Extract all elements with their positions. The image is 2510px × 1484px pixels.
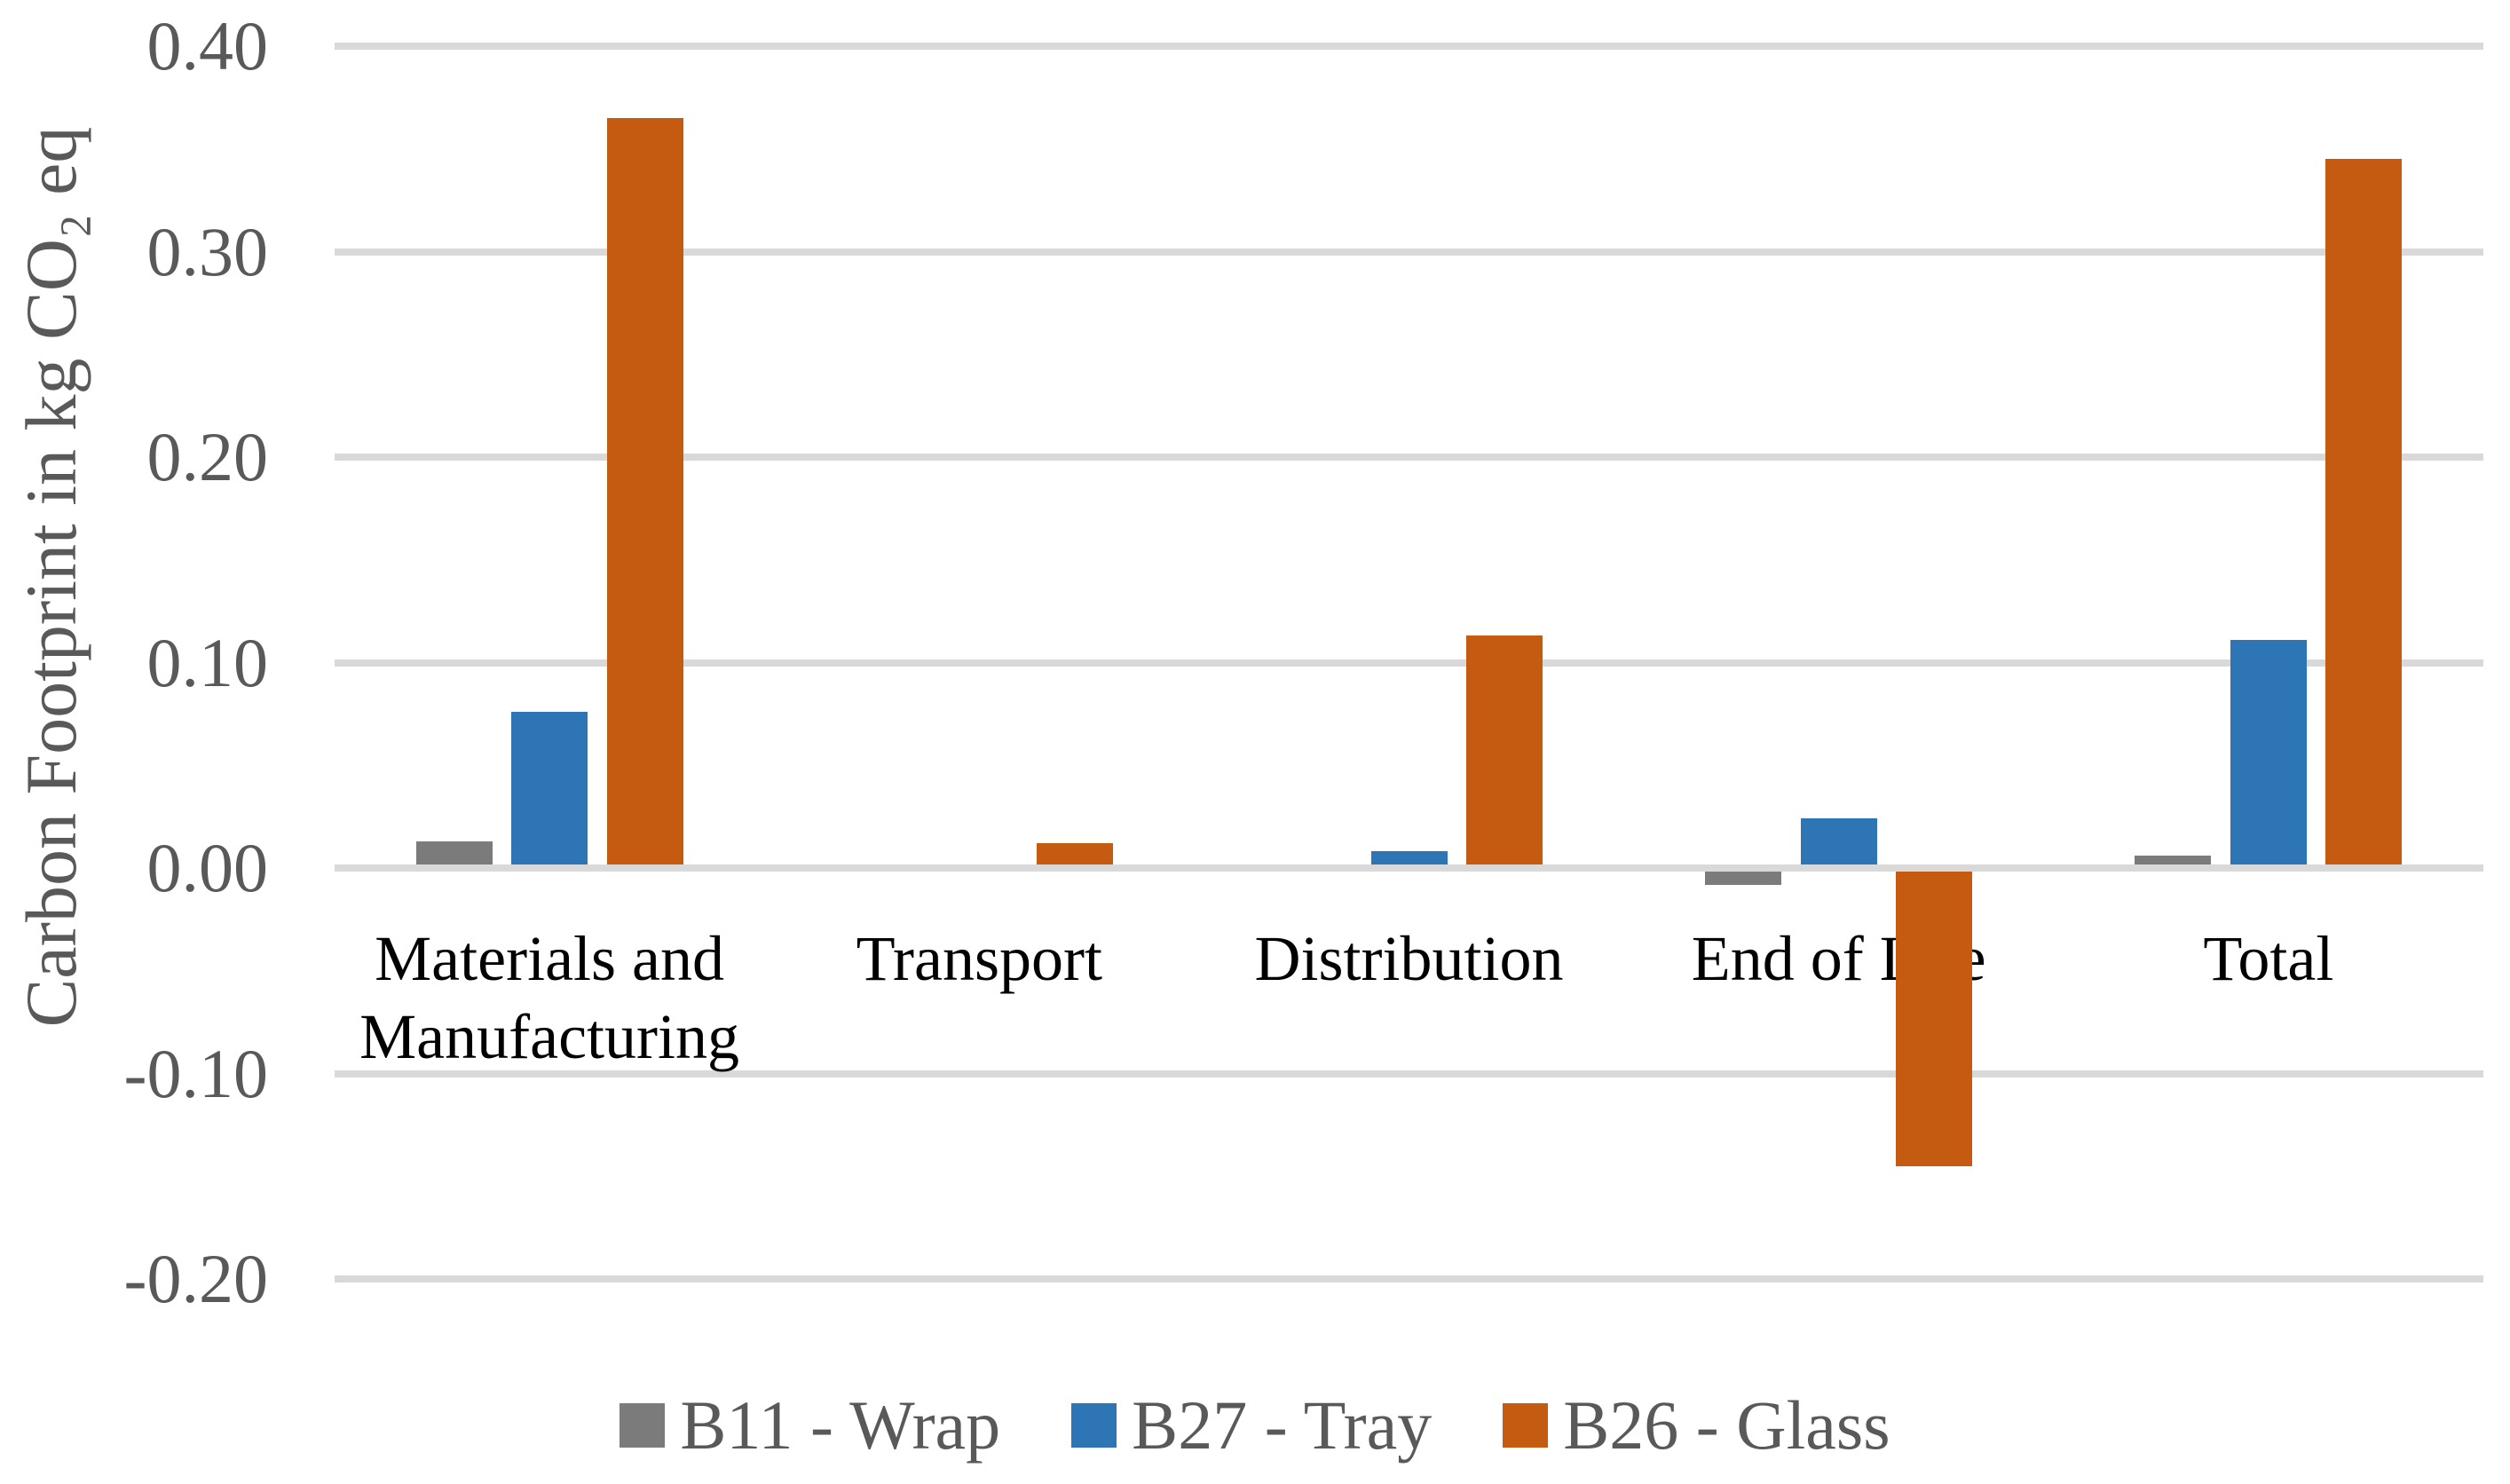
y-tick-label: -0.20 bbox=[123, 1240, 268, 1317]
bar-b11-wrap-end-of-life bbox=[1705, 868, 1782, 885]
bar-b11-wrap-materials-and-manufacturing bbox=[415, 841, 493, 868]
bar-b26-glass-total bbox=[2325, 159, 2403, 868]
bar-b26-glass-transport bbox=[1036, 843, 1113, 868]
x-axis-baseline bbox=[335, 864, 2483, 872]
bar-b27-tray-materials-and-manufacturing bbox=[511, 712, 588, 868]
legend: B11 - Wrap B27 - Tray B26 - Glass bbox=[0, 1381, 2510, 1470]
category-label-total: Total bbox=[2203, 923, 2334, 994]
gridline bbox=[335, 43, 2483, 50]
gridline bbox=[335, 1275, 2483, 1283]
gridline bbox=[335, 1070, 2483, 1077]
y-tick-label: 0.00 bbox=[146, 829, 269, 906]
y-tick-label: -0.10 bbox=[123, 1034, 268, 1112]
bar-b26-glass-materials-and-manufacturing bbox=[606, 118, 683, 868]
bar-b27-tray-distribution bbox=[1370, 851, 1448, 868]
legend-swatch-icon bbox=[620, 1403, 666, 1448]
category-label-materials-and-manufacturing: Materials and Manufacturing bbox=[359, 923, 740, 1072]
legend-label: B11 - Wrap bbox=[680, 1386, 1001, 1464]
gridline bbox=[335, 454, 2483, 461]
category-label-end-of-life: End of Life bbox=[1691, 923, 1986, 994]
category-label-distribution: Distribution bbox=[1254, 923, 1564, 994]
y-tick-label: 0.10 bbox=[146, 623, 269, 701]
legend-swatch-icon bbox=[1503, 1403, 1549, 1448]
gridline bbox=[335, 248, 2483, 256]
legend-swatch-icon bbox=[1071, 1403, 1117, 1448]
legend-item-b11-wrap: B11 - Wrap bbox=[620, 1386, 1000, 1464]
gridline bbox=[335, 659, 2483, 667]
bar-b27-tray-end-of-life bbox=[1800, 818, 1877, 868]
y-tick-label: 0.40 bbox=[146, 7, 269, 84]
y-tick-label: 0.30 bbox=[146, 212, 269, 290]
bar-b27-tray-total bbox=[2230, 640, 2307, 868]
category-label-transport: Transport bbox=[856, 923, 1102, 994]
bar-b26-glass-distribution bbox=[1466, 635, 1543, 868]
legend-label: B26 - Glass bbox=[1563, 1386, 1890, 1464]
legend-item-b27-tray: B27 - Tray bbox=[1071, 1386, 1432, 1464]
legend-item-b26-glass: B26 - Glass bbox=[1503, 1386, 1890, 1464]
legend-label: B27 - Tray bbox=[1132, 1386, 1433, 1464]
bar-b26-glass-end-of-life bbox=[1896, 868, 1973, 1166]
y-tick-label: 0.20 bbox=[146, 418, 269, 495]
